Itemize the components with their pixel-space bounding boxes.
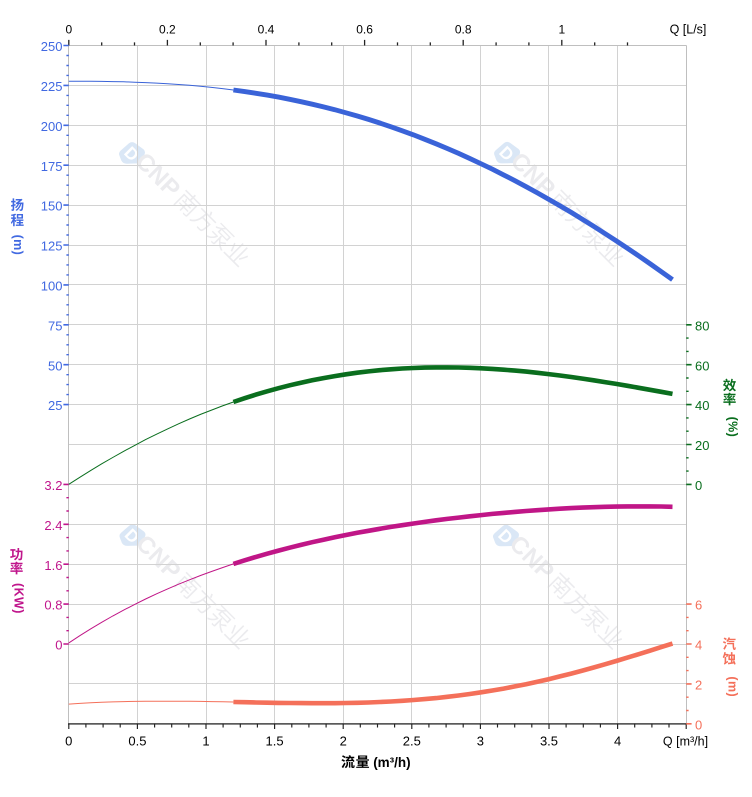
- svg-text:75: 75: [48, 318, 62, 333]
- svg-text:175: 175: [41, 159, 63, 174]
- svg-text:(m): (m): [11, 235, 25, 256]
- svg-text:200: 200: [41, 119, 63, 134]
- svg-text:3.2: 3.2: [44, 478, 62, 493]
- svg-text:6: 6: [695, 598, 702, 613]
- svg-text:1: 1: [558, 23, 565, 37]
- svg-text:0: 0: [65, 23, 72, 37]
- svg-text:20: 20: [695, 438, 709, 453]
- svg-text:1.6: 1.6: [44, 558, 62, 573]
- svg-text:50: 50: [48, 358, 62, 373]
- svg-text:60: 60: [695, 358, 709, 373]
- svg-text:2: 2: [340, 734, 347, 749]
- svg-text:1.5: 1.5: [266, 734, 284, 749]
- svg-text:0.5: 0.5: [128, 734, 146, 749]
- svg-text:0.2: 0.2: [159, 23, 176, 37]
- svg-text:0.8: 0.8: [455, 23, 472, 37]
- svg-text:80: 80: [695, 318, 709, 333]
- svg-text:(m): (m): [726, 676, 740, 697]
- svg-text:0: 0: [695, 717, 702, 732]
- svg-text:2.4: 2.4: [44, 518, 62, 533]
- svg-text:0.4: 0.4: [258, 23, 275, 37]
- svg-text:100: 100: [41, 279, 63, 294]
- svg-text:3: 3: [477, 734, 484, 749]
- svg-text:225: 225: [41, 79, 63, 94]
- svg-text:3.5: 3.5: [540, 734, 558, 749]
- svg-text:250: 250: [41, 39, 63, 54]
- svg-text:(m³/h): (m³/h): [373, 755, 411, 770]
- svg-text:150: 150: [41, 199, 63, 214]
- svg-text:0.8: 0.8: [44, 598, 62, 613]
- svg-text:(%): (%): [725, 417, 739, 438]
- svg-text:Q [L/s]: Q [L/s]: [670, 23, 707, 37]
- svg-text:125: 125: [41, 239, 63, 254]
- svg-text:4: 4: [614, 734, 621, 749]
- svg-text:25: 25: [48, 398, 62, 413]
- svg-text:0: 0: [695, 478, 702, 493]
- svg-text:0: 0: [55, 638, 62, 653]
- svg-text:0.6: 0.6: [356, 23, 373, 37]
- svg-text:2: 2: [695, 678, 702, 693]
- svg-text:Q [m³/h]: Q [m³/h]: [663, 735, 708, 749]
- svg-text:0: 0: [65, 734, 72, 749]
- svg-text:2.5: 2.5: [403, 734, 421, 749]
- svg-text:(KW): (KW): [11, 583, 25, 614]
- svg-text:40: 40: [695, 398, 709, 413]
- svg-text:1: 1: [202, 734, 209, 749]
- svg-text:4: 4: [695, 638, 702, 653]
